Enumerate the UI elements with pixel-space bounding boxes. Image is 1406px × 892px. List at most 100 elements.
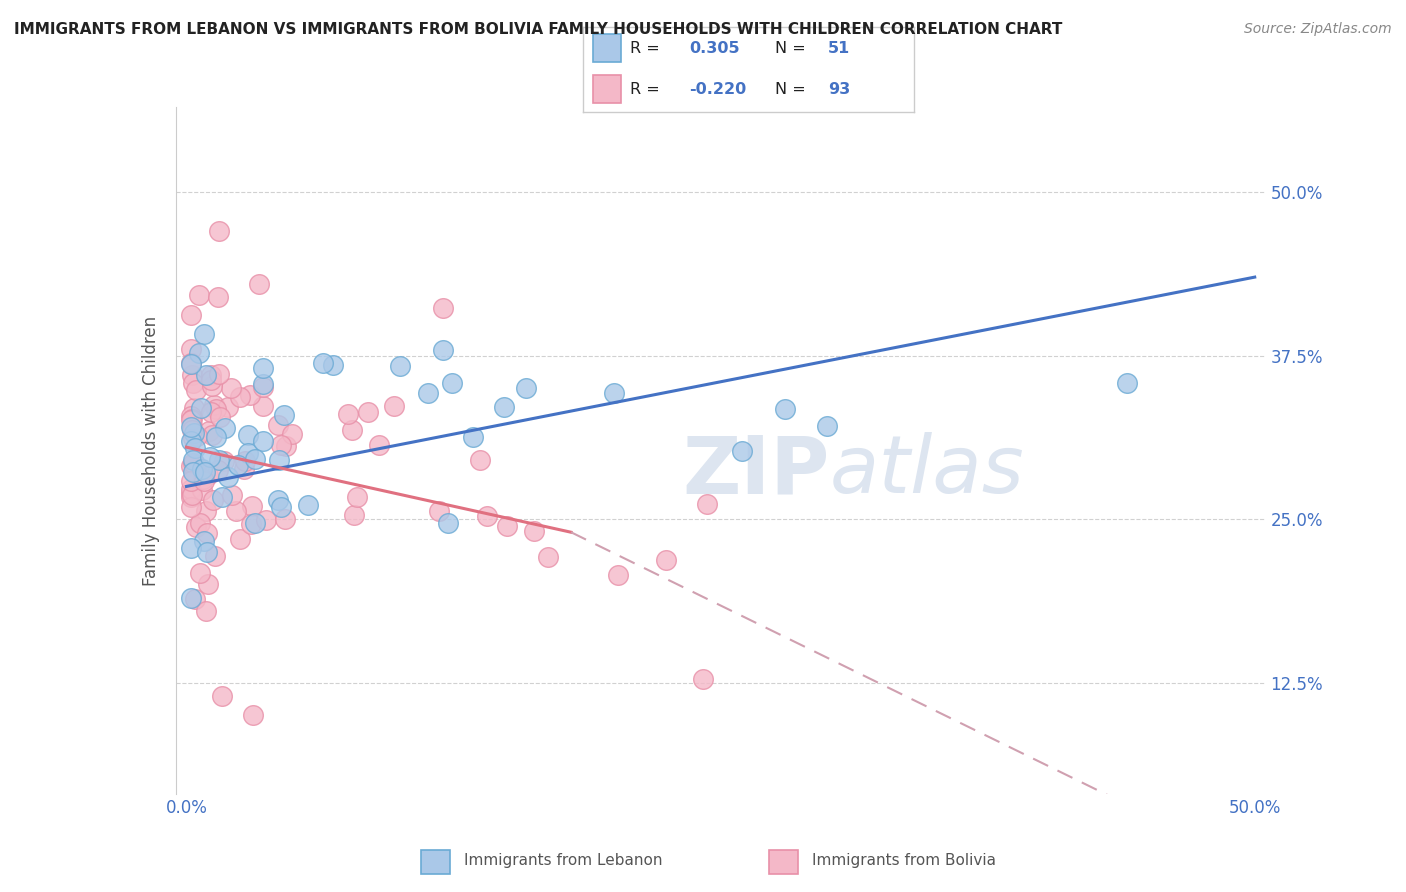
Text: IMMIGRANTS FROM LEBANON VS IMMIGRANTS FROM BOLIVIA FAMILY HOUSEHOLDS WITH CHILDR: IMMIGRANTS FROM LEBANON VS IMMIGRANTS FR… <box>14 22 1063 37</box>
Point <box>180 458 202 473</box>
Point <box>475 508 498 523</box>
Point <box>195 604 218 618</box>
Point <box>180 500 202 514</box>
Point <box>198 450 221 464</box>
Point <box>252 361 274 376</box>
Point <box>441 376 464 390</box>
Point <box>194 465 217 479</box>
Point <box>181 488 204 502</box>
Point <box>463 430 485 444</box>
Point <box>243 451 266 466</box>
Point <box>236 446 259 460</box>
Point <box>254 513 277 527</box>
Point <box>181 424 204 438</box>
Point <box>200 373 222 387</box>
Point <box>214 420 236 434</box>
Point <box>382 399 405 413</box>
Point <box>229 532 252 546</box>
Point <box>240 499 263 513</box>
Point <box>180 486 202 500</box>
Point <box>494 400 516 414</box>
Point <box>204 402 226 417</box>
Text: 51: 51 <box>828 41 851 56</box>
Point <box>731 444 754 458</box>
Point <box>195 525 218 540</box>
Point <box>815 418 838 433</box>
Point <box>191 461 214 475</box>
Point <box>281 427 304 442</box>
Point <box>184 465 207 479</box>
Point <box>432 343 454 358</box>
Text: N =: N = <box>775 82 811 97</box>
Point <box>180 419 202 434</box>
Text: R =: R = <box>630 41 665 56</box>
Point <box>202 398 225 412</box>
Point <box>267 418 290 433</box>
Point <box>180 490 202 504</box>
Point <box>515 381 537 395</box>
Point <box>343 508 366 522</box>
Text: Immigrants from Bolivia: Immigrants from Bolivia <box>811 854 995 868</box>
Point <box>252 400 274 414</box>
Point <box>190 483 212 497</box>
Point <box>184 383 207 397</box>
Point <box>201 428 224 442</box>
Point <box>180 413 202 427</box>
Point <box>188 566 211 581</box>
Point <box>195 544 218 558</box>
Text: atlas: atlas <box>830 432 1025 510</box>
Point <box>180 356 202 370</box>
Point <box>346 490 368 504</box>
Point <box>201 378 224 392</box>
Point <box>181 431 204 445</box>
Point <box>357 405 380 419</box>
Text: 0.305: 0.305 <box>689 41 740 56</box>
Point <box>312 355 335 369</box>
Point <box>212 454 235 468</box>
Point <box>252 377 274 392</box>
Point <box>217 400 239 414</box>
Point <box>198 424 221 438</box>
Point <box>242 708 264 723</box>
Point <box>181 411 204 425</box>
Point <box>181 376 204 390</box>
Point <box>468 452 491 467</box>
Point <box>195 368 218 383</box>
Point <box>773 402 796 417</box>
Point <box>208 367 231 381</box>
Point <box>322 358 344 372</box>
Point <box>184 520 207 534</box>
Point <box>180 541 202 555</box>
Point <box>180 474 202 488</box>
Bar <box>593 75 621 103</box>
Point <box>267 493 290 508</box>
Point <box>225 504 247 518</box>
Text: R =: R = <box>630 82 665 97</box>
Point <box>219 381 242 395</box>
Point <box>208 409 231 424</box>
Point <box>207 224 229 238</box>
Text: ZIP: ZIP <box>682 432 830 510</box>
Point <box>204 430 226 444</box>
Text: -0.220: -0.220 <box>689 82 747 97</box>
Point <box>270 438 292 452</box>
Point <box>607 567 630 582</box>
Point <box>200 405 222 419</box>
Point <box>537 549 560 564</box>
Point <box>233 453 256 467</box>
Point <box>297 498 319 512</box>
Point <box>181 368 204 383</box>
Point <box>274 512 297 526</box>
Point <box>197 577 219 591</box>
Point <box>252 434 274 448</box>
Point <box>187 345 209 359</box>
Point <box>603 385 626 400</box>
Text: Immigrants from Lebanon: Immigrants from Lebanon <box>464 854 662 868</box>
Point <box>496 519 519 533</box>
Point <box>188 288 211 302</box>
Point <box>252 380 274 394</box>
Point <box>180 482 202 496</box>
Point <box>337 407 360 421</box>
Point <box>180 420 202 434</box>
Point <box>208 453 231 467</box>
